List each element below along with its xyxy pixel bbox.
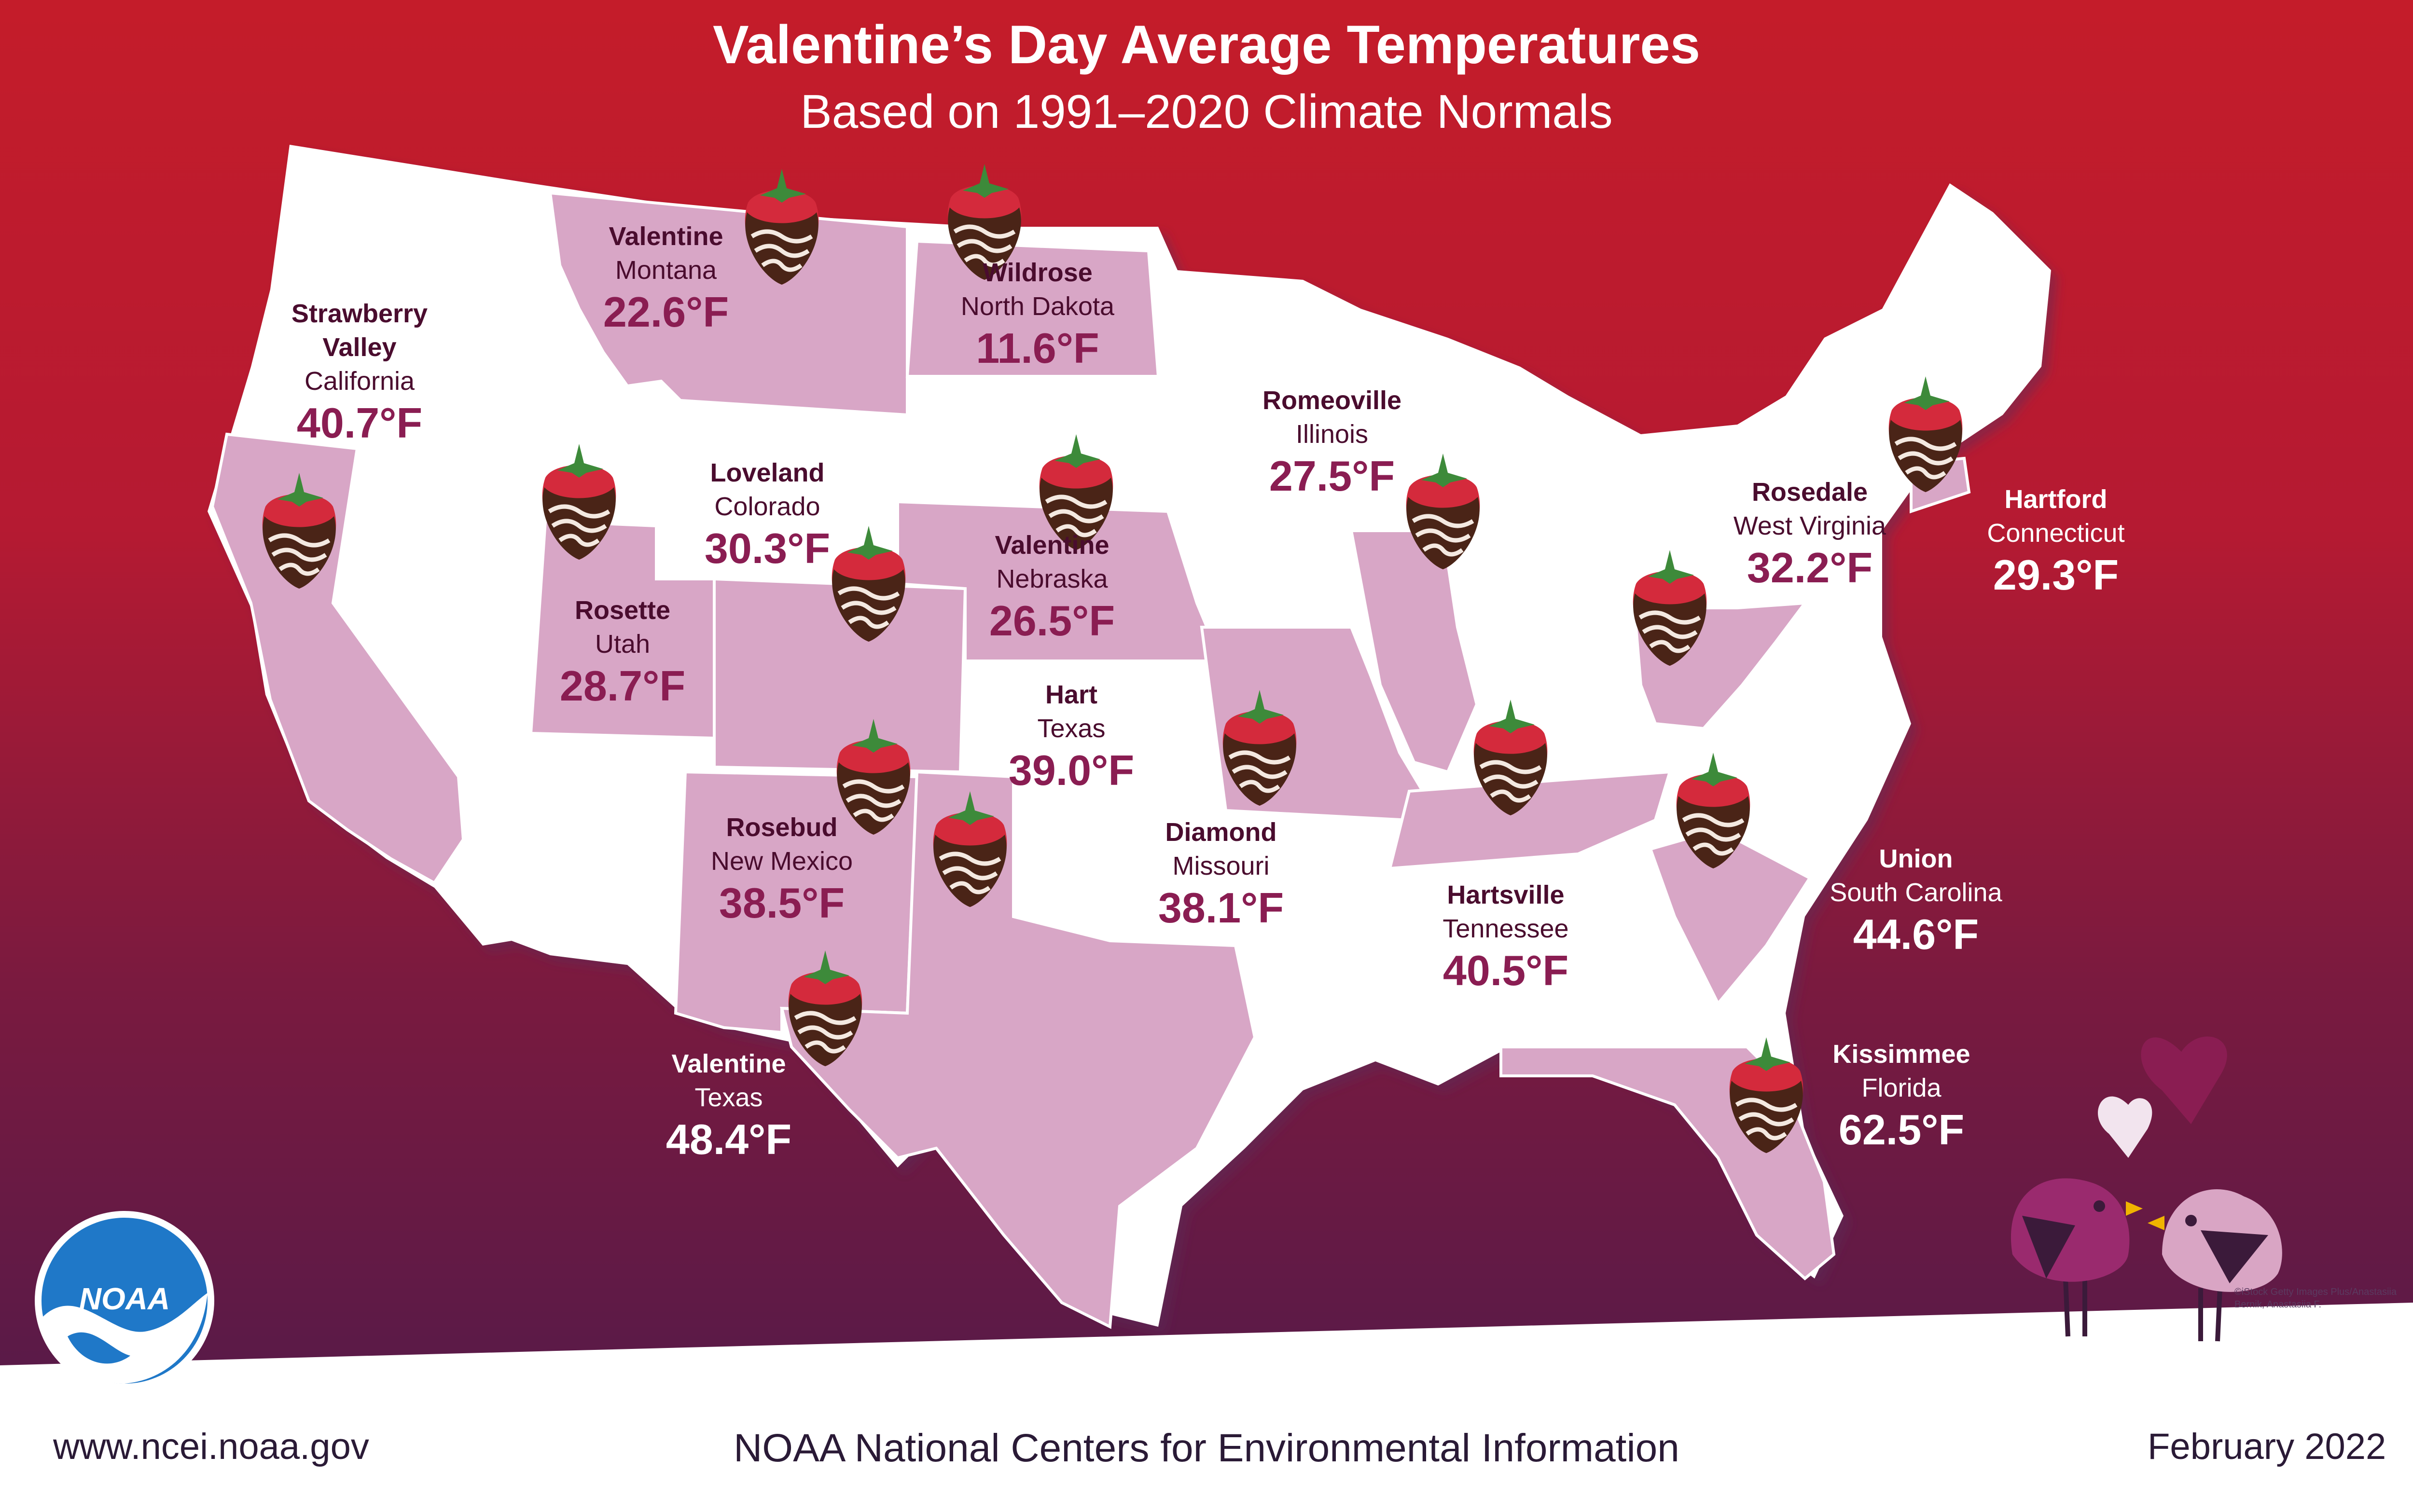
city-name: Union (1879, 844, 1953, 873)
city-name: Valentine (671, 1049, 786, 1078)
city-name: Loveland (710, 458, 825, 487)
temperature-value: 44.6°F (1853, 910, 1979, 958)
state-name: Missouri (1172, 852, 1270, 880)
location-label: Rosette Utah 28.7°F (454, 593, 791, 711)
location-label: Romeoville Illinois 27.5°F (1163, 384, 1501, 501)
temperature-value: 22.6°F (603, 288, 729, 336)
city-name: Rosette (574, 596, 671, 625)
temperature-value: 40.5°F (1442, 947, 1569, 994)
location-label: Hartford Connecticut 29.3°F (1887, 482, 2225, 600)
page-title: Valentine’s Day Average Temperatures (713, 14, 1700, 75)
city-name: Valentine (609, 222, 723, 251)
location-label: Strawberry Valley California 40.7°F (191, 297, 528, 448)
location-label: Rosebud New Mexico 38.5°F (613, 811, 951, 928)
us-map-land (208, 145, 2051, 1327)
footer-organization: NOAA National Centers for Environmental … (734, 1426, 1679, 1470)
state-name: Texas (694, 1083, 763, 1112)
city-name: Valentine (995, 531, 1109, 560)
temperature-value: 62.5°F (1838, 1106, 1965, 1154)
lovebird-icon (2011, 1178, 2143, 1337)
city-name: Kissimmee (1832, 1040, 1970, 1069)
state-texas (780, 770, 1257, 1329)
heart-icon (2098, 1096, 2152, 1158)
state-name: West Virginia (1733, 511, 1886, 540)
city-name: Rosedale (1751, 478, 1868, 507)
website-link[interactable]: www.ncei.noaa.gov (53, 1426, 369, 1467)
footer-band (0, 1303, 2413, 1512)
state-name: South Carolina (1830, 878, 2002, 907)
heart-icon (2141, 1036, 2227, 1124)
state-name: Texas (1037, 714, 1106, 743)
city-name: Wildrose (983, 258, 1093, 287)
credit-line: ©iStock Getty Images Plus/Anastasiia (2234, 1287, 2397, 1297)
city-name: Hartford (2004, 485, 2108, 514)
location-label: Rosedale West Virginia 32.2°F (1641, 475, 1979, 593)
state-tennessee (1388, 770, 1672, 870)
city-name: Diamond (1165, 818, 1277, 847)
state-name: New Mexico (710, 847, 853, 876)
location-label: Diamond Missouri 38.1°F (1052, 815, 1390, 933)
noaa-logo (35, 1211, 214, 1390)
state-name: Utah (595, 630, 651, 659)
temperature-value: 40.7°F (296, 399, 423, 447)
temperature-value: 27.5°F (1269, 452, 1395, 500)
temperature-value: 30.3°F (704, 524, 831, 572)
location-label: Wildrose North Dakota 11.6°F (869, 256, 1206, 373)
footer-date: February 2022 (2148, 1426, 2386, 1467)
temperature-value: 38.5°F (719, 879, 845, 927)
location-label: Union South Carolina 44.6°F (1747, 842, 2085, 960)
location-label: Loveland Colorado 30.3°F (598, 456, 936, 574)
temperature-value: 28.7°F (559, 662, 686, 710)
city-name: Rosebud (726, 813, 838, 842)
temperature-value: 39.0°F (1008, 746, 1135, 794)
location-label: Valentine Texas 48.4°F (560, 1047, 898, 1165)
city-name: Hart (1045, 680, 1098, 709)
location-label: Hartsville Tennessee 40.5°F (1337, 878, 1675, 996)
temperature-value: 26.5°F (989, 597, 1115, 645)
location-label: Valentine Montana 22.6°F (497, 220, 835, 337)
state-name: Colorado (714, 492, 820, 521)
state-name: Florida (1861, 1073, 1941, 1102)
page-subtitle: Based on 1991–2020 Climate Normals (800, 85, 1613, 138)
temperature-value: 11.6°F (976, 324, 1099, 372)
temperature-value: 29.3°F (1993, 551, 2119, 599)
state-name: North Dakota (960, 292, 1115, 321)
city-name: Strawberry Valley (291, 299, 428, 362)
temperature-value: 32.2°F (1747, 544, 1873, 591)
noaa-logo-text: NOAA (79, 1281, 170, 1316)
state-montana (548, 191, 909, 417)
state-name: California (304, 367, 415, 396)
city-name: Romeoville (1262, 386, 1402, 415)
location-label: Hart Texas 39.0°F (902, 678, 1240, 796)
location-label: Kissimmee Florida 62.5°F (1733, 1037, 2070, 1155)
state-north-dakota (905, 239, 1160, 378)
state-name: Illinois (1295, 420, 1369, 449)
state-name: Nebraska (996, 564, 1108, 593)
city-name: Hartsville (1447, 880, 1565, 909)
temperature-value: 38.1°F (1158, 884, 1284, 932)
temperature-value: 48.4°F (666, 1115, 792, 1163)
location-label: Valentine Nebraska 26.5°F (883, 528, 1221, 646)
state-nebraska (896, 500, 1223, 662)
lovebird-icon (2148, 1189, 2282, 1342)
credit-line: Bernik, Anastasiia F. (2234, 1299, 2322, 1310)
image-credit: ©iStock Getty Images Plus/Anastasiia Ber… (2234, 1286, 2397, 1311)
state-name: Tennessee (1442, 914, 1569, 943)
state-name: Connecticut (1987, 519, 2125, 548)
state-name: Montana (615, 256, 717, 285)
